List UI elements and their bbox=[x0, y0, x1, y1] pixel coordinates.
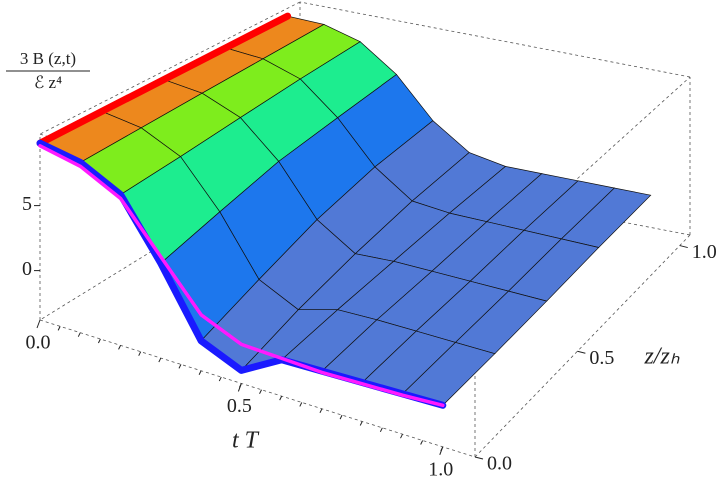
y-tick bbox=[474, 456, 484, 460]
x-minor-tick bbox=[97, 338, 101, 344]
y-tick-label: 1.0 bbox=[692, 241, 717, 263]
x-tick-label: 0.5 bbox=[227, 395, 252, 417]
x-minor-tick bbox=[339, 414, 343, 420]
x-minor-tick bbox=[158, 357, 162, 363]
x-minor-tick bbox=[218, 376, 222, 382]
y-tick bbox=[577, 350, 586, 354]
x-minor-tick bbox=[400, 433, 403, 439]
x-tick-label: 1.0 bbox=[428, 458, 453, 480]
y-tick-label: 0.5 bbox=[589, 347, 614, 369]
x-minor-tick bbox=[118, 345, 122, 350]
x-tick bbox=[36, 319, 41, 329]
x-minor-tick bbox=[238, 383, 242, 388]
box-edge bbox=[299, 1, 691, 78]
x-minor-tick bbox=[299, 402, 303, 407]
axes: 0.0 0.5 1.0 0.0 0.5 1.0 0 5 bbox=[22, 193, 717, 480]
x-minor-tick bbox=[440, 446, 444, 452]
x-minor-tick bbox=[77, 332, 81, 337]
box-edge bbox=[39, 1, 301, 135]
y-tick-label: 0.0 bbox=[487, 453, 512, 475]
z-tick-label: 0 bbox=[22, 258, 32, 280]
y-axis-label: z/zₕ bbox=[643, 344, 679, 370]
edge-curve bbox=[36, 12, 292, 147]
curve bbox=[38, 144, 445, 408]
x-minor-tick bbox=[359, 421, 363, 426]
x-minor-tick bbox=[379, 427, 383, 433]
curves bbox=[36, 12, 447, 409]
z-label-numerator: 3 B (z,t) bbox=[20, 49, 76, 68]
x-minor-tick bbox=[420, 440, 424, 445]
x-minor-tick bbox=[57, 326, 61, 331]
x-minor-tick bbox=[319, 408, 323, 414]
z-tick-label: 5 bbox=[22, 193, 32, 215]
z-label-denominator: ℰ z⁴ bbox=[34, 73, 62, 92]
x-axis-label: t T bbox=[232, 428, 260, 454]
x-minor-tick bbox=[138, 351, 142, 356]
x-minor-tick bbox=[279, 395, 283, 401]
x-minor-tick bbox=[259, 389, 262, 394]
y-tick bbox=[679, 245, 688, 249]
x-tick-label: 0.0 bbox=[26, 332, 51, 354]
x-minor-tick bbox=[178, 364, 182, 369]
x-minor-tick bbox=[198, 370, 202, 375]
